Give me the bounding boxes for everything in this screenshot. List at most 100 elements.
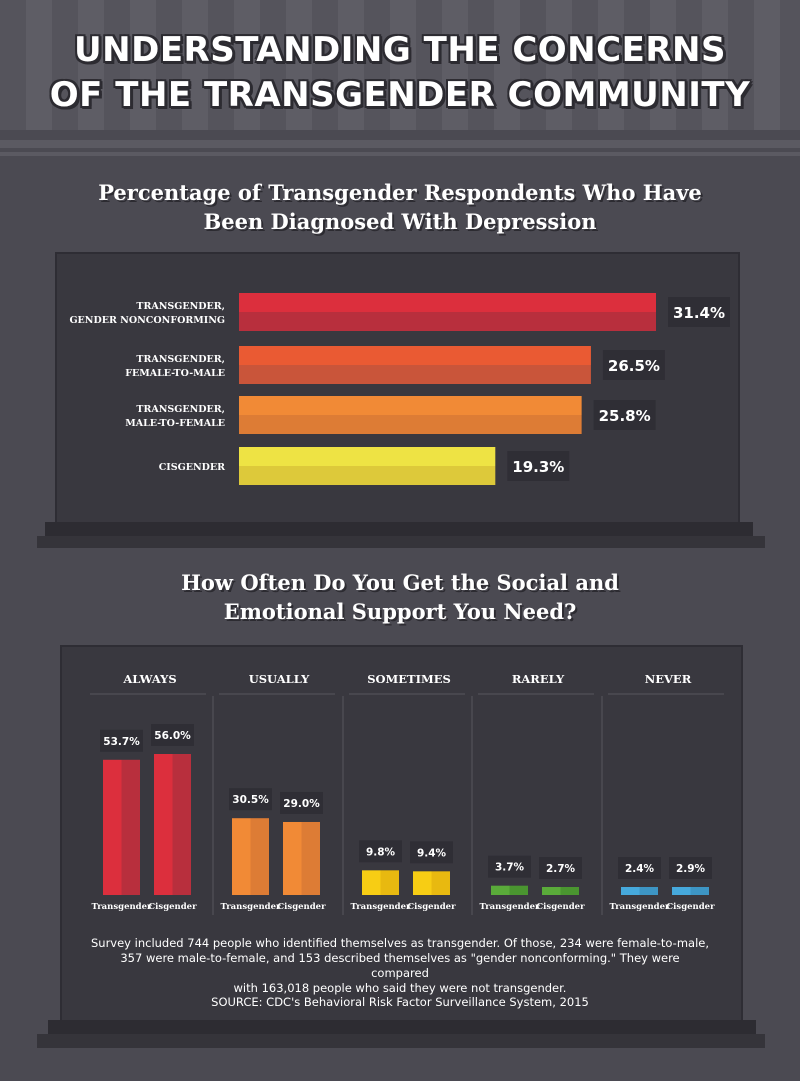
support-bar-group: 3.7% Transgender	[479, 855, 540, 912]
support-value-label: 29.0%	[283, 798, 320, 810]
depression-bar-shade	[239, 466, 496, 485]
support-bar	[232, 818, 251, 895]
support-value-label: 9.4%	[417, 847, 447, 859]
support-bar-shade	[301, 821, 320, 895]
header-divider-thin	[0, 152, 800, 156]
depression-category-label: MALE-TO-FEMALE	[125, 418, 225, 429]
page-title: UNDERSTANDING THE CONCERNS OF THE TRANSG…	[0, 28, 800, 118]
depression-bar	[239, 447, 496, 466]
support-bar-group: 30.5% Transgender	[220, 788, 281, 912]
support-series-label: Transgender	[220, 902, 281, 912]
depression-bar	[239, 293, 656, 312]
support-value-label: 2.9%	[676, 863, 706, 875]
support-series-label: Transgender	[609, 902, 670, 912]
support-bar-shade	[121, 759, 140, 895]
support-panel-base	[48, 1020, 756, 1034]
support-bar-group: 9.4% Cisgender	[407, 841, 456, 912]
depression-value-label: 31.4%	[673, 304, 725, 322]
support-series-label: Cisgender	[666, 902, 715, 912]
depression-category-label: TRANSGENDER,	[136, 354, 225, 365]
support-value-tag	[410, 841, 453, 864]
header-divider	[0, 140, 800, 148]
support-category-header: RARELY	[512, 672, 565, 686]
depression-value-tag	[507, 451, 570, 481]
depression-bar	[239, 396, 582, 415]
depression-category-label: TRANSGENDER,	[136, 301, 225, 312]
support-value-tag	[229, 788, 272, 811]
depression-panel-base-lower	[37, 536, 765, 548]
depression-category-label: GENDER NONCONFORMING	[69, 315, 225, 326]
depression-bar-group: TRANSGENDER, MALE-TO-FEMALE 25.8%	[125, 396, 656, 434]
support-value-label: 3.7%	[495, 862, 525, 874]
depression-bar-shade	[239, 415, 582, 434]
support-value-tag	[539, 857, 582, 879]
depression-value-label: 25.8%	[599, 407, 651, 425]
depression-panel-base	[45, 522, 753, 536]
depression-bar-shade	[239, 312, 656, 331]
support-bar-shade	[639, 887, 658, 895]
support-series-label: Cisgender	[536, 902, 585, 912]
support-bar-shade	[431, 871, 450, 895]
depression-category-label: FEMALE-TO-MALE	[125, 368, 225, 379]
depression-value-label: 26.5%	[608, 357, 660, 375]
support-series-label: Cisgender	[277, 902, 326, 912]
support-value-label: 56.0%	[154, 730, 191, 742]
support-bar	[491, 885, 510, 895]
support-panel-base-lower	[37, 1034, 765, 1048]
survey-footnote: Survey included 744 people who identifie…	[90, 936, 710, 996]
footnote-line: 357 were male-to-female, and 153 describ…	[120, 951, 680, 980]
support-bar-group: 2.4% Transgender	[609, 857, 670, 912]
support-bar-group: 56.0% Cisgender	[148, 724, 197, 912]
support-category-header: ALWAYS	[122, 672, 176, 686]
support-chart-title: How Often Do You Get the Social and Emot…	[181, 570, 619, 624]
support-series-label: Transgender	[479, 902, 540, 912]
support-value-tag	[618, 857, 661, 879]
support-bar	[283, 821, 302, 895]
depression-bar	[239, 346, 591, 365]
support-bar-group: 2.9% Cisgender	[666, 857, 715, 912]
support-series-label: Transgender	[350, 902, 411, 912]
support-series-label: Cisgender	[148, 902, 197, 912]
support-bar	[413, 871, 432, 895]
depression-chart-title: Percentage of Transgender Respondents Wh…	[98, 180, 702, 234]
support-series-label: Transgender	[91, 902, 152, 912]
support-value-label: 2.4%	[625, 863, 655, 875]
support-value-label: 2.7%	[546, 863, 576, 875]
support-bar-group: 29.0% Cisgender	[277, 791, 326, 912]
header-banner	[0, 0, 800, 130]
support-bar	[103, 759, 122, 895]
depression-value-tag	[602, 350, 665, 380]
support-value-tag	[280, 791, 323, 814]
support-value-label: 53.7%	[103, 736, 140, 748]
support-bar-shade	[380, 870, 399, 895]
footnote-line: Survey included 744 people who identifie…	[90, 936, 710, 950]
depression-bar-group: TRANSGENDER, FEMALE-TO-MALE 26.5%	[125, 346, 665, 384]
support-value-tag	[488, 855, 531, 878]
support-bar	[154, 754, 173, 895]
support-bar-group: 9.8% Transgender	[350, 840, 411, 912]
support-category-header: NEVER	[645, 672, 692, 686]
depression-bar-shade	[239, 365, 591, 384]
depression-bar-group: CISGENDER 19.3%	[159, 447, 570, 485]
depression-value-tag	[593, 400, 656, 430]
support-bar-shade	[250, 818, 269, 895]
depression-category-label: TRANSGENDER,	[136, 404, 225, 415]
support-value-tag	[100, 729, 143, 752]
depression-category-label: CISGENDER	[159, 462, 225, 473]
footnote-line: with 163,018 people who said they were n…	[233, 981, 567, 995]
source-note: SOURCE: CDC's Behavioral Risk Factor Sur…	[211, 995, 589, 1009]
support-bar-group: 2.7% Cisgender	[536, 857, 585, 912]
support-bar-shade	[560, 887, 579, 895]
page-title-line-1: UNDERSTANDING THE CONCERNS	[74, 30, 726, 70]
support-bar-shade	[690, 887, 709, 895]
support-bar	[672, 887, 691, 895]
support-value-label: 9.8%	[366, 846, 396, 858]
support-value-tag	[359, 840, 402, 863]
support-value-tag	[151, 724, 194, 746]
support-bar	[542, 887, 561, 895]
support-bar	[362, 870, 381, 895]
support-series-label: Cisgender	[407, 902, 456, 912]
support-category-header: SOMETIMES	[367, 672, 451, 686]
